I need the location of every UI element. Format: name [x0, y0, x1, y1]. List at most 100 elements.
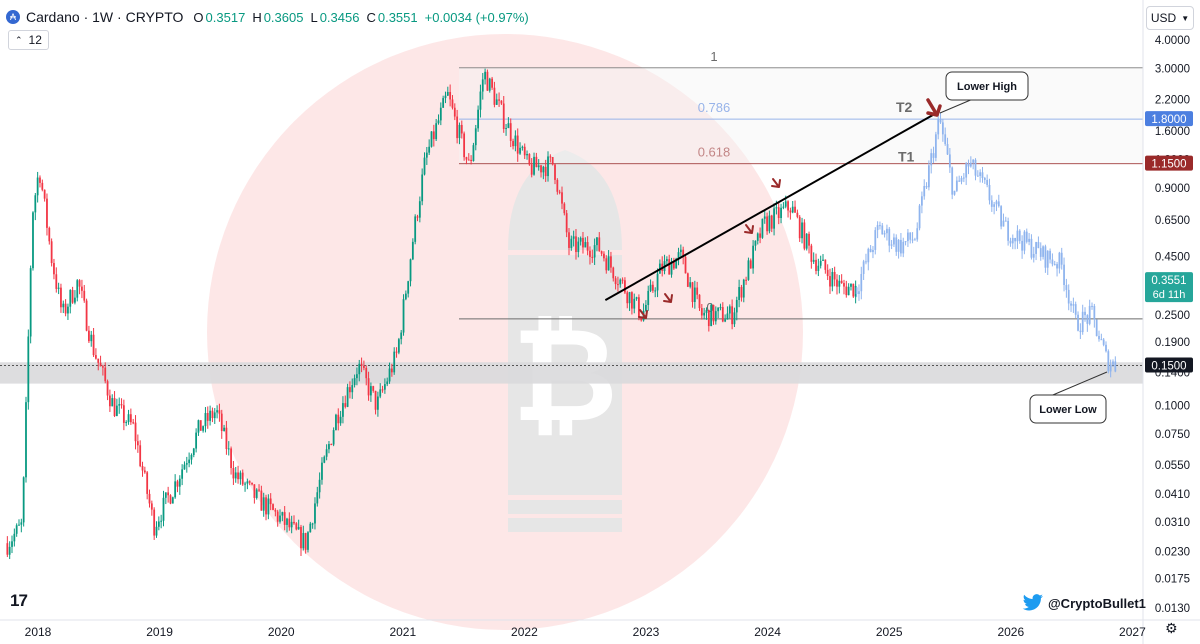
- candle-body-197: [465, 157, 468, 160]
- candle-body-6: [20, 522, 23, 525]
- price-label-bg-3: [1145, 357, 1193, 373]
- candle-body-74: [1028, 238, 1030, 242]
- candle-body-159: [376, 396, 379, 410]
- candle-body-258: [607, 256, 610, 271]
- candle-body-149: [353, 378, 356, 386]
- candle-body-95: [227, 448, 230, 450]
- x-tick-2021: 2021: [389, 625, 416, 639]
- candle-body-297: [698, 294, 701, 309]
- interval-selector[interactable]: ⌃ 12: [8, 30, 49, 50]
- candle-body-199: [470, 159, 473, 162]
- candle-body-7: [872, 249, 874, 253]
- candle-body-84: [1051, 259, 1054, 265]
- candle-body-303: [712, 304, 715, 322]
- candle-body-100: [1088, 305, 1091, 324]
- chevron-up-icon: ⌃: [15, 34, 23, 45]
- candle-body-94: [1074, 304, 1077, 315]
- candle-body-344: [808, 233, 810, 246]
- candle-body-120: [286, 518, 288, 525]
- candle-body-22: [57, 287, 60, 289]
- candle-body-35: [937, 118, 940, 135]
- candle-body-231: [544, 166, 547, 177]
- candle-body-54: [981, 172, 984, 179]
- candle-body-174: [411, 241, 414, 260]
- candle-body-104: [248, 481, 251, 483]
- candle-body-104: [1098, 336, 1100, 340]
- candle-body-126: [300, 526, 302, 549]
- currency-selector[interactable]: USD ▼: [1146, 6, 1194, 30]
- candle-body-62: [150, 503, 153, 510]
- candle-body-75: [1030, 238, 1033, 258]
- candle-body-67: [162, 497, 165, 521]
- candle-body-320: [752, 245, 754, 269]
- candle-body-314: [738, 287, 741, 300]
- candle-body-346: [812, 259, 815, 262]
- candle-body-160: [379, 389, 382, 397]
- candle-body-230: [542, 166, 545, 173]
- candle-body-61: [148, 493, 151, 504]
- y-tick-17: 0.0230: [1155, 546, 1190, 558]
- candle-body-279: [656, 273, 659, 291]
- candle-body-107: [1105, 344, 1107, 352]
- candle-body-87: [209, 410, 212, 421]
- candle-body-16: [893, 237, 895, 245]
- candle-body-25: [914, 239, 916, 241]
- candle-body-77: [1035, 242, 1037, 254]
- y-tick-16: 0.0310: [1155, 517, 1190, 529]
- candle-body-65: [1007, 220, 1010, 241]
- candle-body-18: [48, 227, 51, 242]
- candle-body-69: [1016, 230, 1019, 242]
- candle-body-107: [255, 489, 258, 498]
- candle-body-349: [819, 260, 822, 266]
- candle-body-25: [64, 303, 67, 314]
- candle-body-204: [481, 79, 484, 92]
- candle-body-334: [784, 201, 787, 207]
- candle-body-36: [90, 334, 93, 342]
- candle-body-118: [281, 512, 284, 516]
- candle-body-239: [563, 203, 566, 214]
- candle-body-221: [521, 146, 524, 148]
- candle-body-194: [458, 124, 461, 139]
- candle-body-226: [533, 156, 535, 175]
- candle-body-70: [169, 495, 172, 504]
- candle-body-92: [220, 413, 223, 431]
- candle-body-272: [640, 317, 643, 321]
- y-tick-18: 0.0175: [1155, 574, 1190, 586]
- candle-body-254: [598, 237, 601, 252]
- candle-body-356: [836, 279, 838, 287]
- change-value: +0.0034 (+0.97%): [424, 9, 529, 25]
- lower-high-callout-box: [945, 71, 1029, 101]
- candle-body-15: [890, 244, 893, 246]
- chevron-down-icon: ▼: [1181, 13, 1190, 23]
- candle-body-72: [1023, 231, 1026, 251]
- candle-body-59: [143, 470, 146, 473]
- candle-body-40: [948, 154, 951, 168]
- candle-body-68: [164, 492, 167, 498]
- target-label-T2: T2: [896, 99, 913, 115]
- candle-body-195: [460, 124, 463, 134]
- candle-body-26: [67, 306, 69, 314]
- candle-body-261: [614, 278, 617, 285]
- symbol-title[interactable]: Cardano · 1W · CRYPTO: [26, 9, 184, 25]
- candle-body-207: [488, 78, 491, 91]
- candle-body-337: [791, 206, 794, 213]
- candle-body-275: [647, 290, 650, 305]
- lower-high-arrow-icon: [926, 98, 942, 117]
- candle-body-9: [876, 225, 879, 231]
- candle-body-172: [407, 281, 410, 294]
- candle-body-21: [904, 241, 907, 243]
- candle-body-331: [777, 207, 780, 218]
- candle-body-115: [274, 509, 277, 512]
- candle-body-24: [62, 303, 65, 308]
- candle-body-176: [416, 216, 419, 218]
- candle-body-42: [104, 367, 107, 382]
- y-tick-14: 0.0550: [1155, 460, 1190, 472]
- candle-body-0: [6, 543, 9, 555]
- candle-body-66: [1009, 240, 1012, 244]
- candle-body-329: [773, 208, 775, 229]
- settings-gear-icon[interactable]: ⚙: [1165, 620, 1178, 636]
- candle-body-285: [670, 261, 673, 275]
- candle-body-102: [244, 483, 246, 485]
